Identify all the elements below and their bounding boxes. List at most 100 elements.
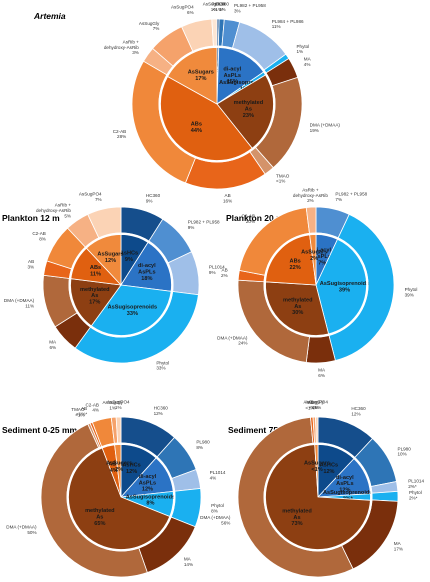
outer-label-asrib-dehydroxy-asrib-line: 2%	[307, 198, 314, 203]
outer-label-pl1014-line: PL1014	[408, 479, 424, 484]
outer-label-ma-line: MA	[49, 340, 57, 345]
inner-label-ashcs: AsHCs 9%	[120, 251, 138, 263]
inner-label-methylated-as-line: 17%	[89, 300, 100, 306]
outer-label-ab: AB <1%*	[76, 406, 87, 416]
outer-label-tmao-line: <1%	[276, 179, 285, 184]
outer-label-ab: AB 3%	[28, 259, 35, 269]
inner-slice-assugars	[85, 234, 122, 287]
outer-label-pl1014: PL1014 4%	[210, 470, 226, 480]
inner-label-di-acyl-aspls-line: di-acyl	[138, 263, 156, 269]
outer-label-pl982-pl958-line: PL982 + PL958	[335, 192, 367, 197]
outer-label-c2-ab: C2-AB 4%	[85, 402, 99, 412]
outer-label-dma-dmaa-line: DMA (+DMAA)	[4, 298, 35, 303]
outer-label-ab-line: 3%	[28, 265, 35, 270]
outer-label-asrib-dehydroxy-asrib: AsRib + dehydroxy-AsRib 3%	[104, 39, 139, 55]
outer-label-assuggly-line: AsSugGly	[139, 21, 160, 26]
inner-label-di-acyl-aspls: di-acyl AsPLs 15%	[223, 66, 241, 85]
outer-label-asrib-dehydroxy-asrib-line: 3%	[132, 50, 139, 55]
outer-label-dma-dmaa-line: DMA (+DMAA)	[200, 515, 231, 520]
inner-label-assugisoprenoids-line: 8%	[146, 501, 154, 507]
inner-label-assugars-line: 2%	[115, 467, 123, 473]
outer-label-assugpo4-line: 1%	[115, 405, 122, 410]
outer-label-assugpo4: AsSugPO4 6%	[171, 4, 194, 14]
outer-label-asrib-dehydroxy-asrib-line: AsRib +	[302, 187, 319, 192]
outer-label-pl1014-line: PL1014	[209, 265, 225, 270]
outer-label-ma: MA 17%	[394, 541, 403, 551]
inner-label-di-acyl-aspls-line: 7%	[318, 260, 326, 266]
outer-label-c2-ab-line: 4%	[92, 408, 99, 413]
outer-label-hc360-line: 9%	[146, 199, 153, 204]
outer-label-ab-line: AB	[225, 193, 231, 198]
outer-label-ma: MA 6%	[318, 367, 326, 377]
outer-label-dma-dmaa: DMA (+DMAA) 19%	[310, 123, 341, 133]
outer-label-asrib-dehydroxy-asrib-line: AsRib +	[123, 39, 140, 44]
outer-label-c2-ab-line: C2-AB	[242, 214, 256, 219]
inner-label-di-acyl-aspls-line: di-acyl	[223, 66, 241, 72]
outer-label-hc360-line: HC360	[154, 406, 169, 411]
inner-slice-di-acyl-aspls	[216, 47, 265, 105]
inner-label-assugisoprenoids-line: AsSugisoprenoids	[126, 494, 175, 500]
outer-label-pl980-line: PL980	[398, 446, 412, 451]
inner-label-abs-line: 11%	[90, 272, 101, 278]
inner-label-mono-acyl-aspls-line: AsPLs	[209, 69, 226, 75]
inner-label-abs-line: 44%	[191, 128, 202, 134]
inner-slice-abs	[265, 234, 317, 286]
outer-label-ma: MA 6%	[49, 340, 57, 350]
inner-label-assugars: AsSugars <1%	[304, 461, 330, 473]
inner-slice-methylated-as	[216, 74, 274, 149]
outer-label-assugpo4: AsSugPO4 <1%	[305, 400, 328, 410]
outer-label-ab-line: AB	[308, 400, 314, 405]
outer-label-assuggly: AsSugGly 1%	[102, 400, 123, 410]
outer-label-assugso4: AsSugSO4 1%	[203, 2, 226, 12]
inner-label-ashcs: AsHCs 12%	[320, 463, 338, 475]
outer-label-pl982-pl958-line: 3%	[234, 9, 241, 14]
inner-label-methylated-as-line: methylated	[282, 508, 312, 514]
ring-separator	[263, 442, 373, 552]
outer-label-dma-dmaa-line: DMA (+DMAA)	[217, 335, 248, 340]
outer-label-ma-line: 4%	[304, 62, 311, 67]
outer-label-pl982-pl958: PL982 + PL958 7%	[335, 192, 367, 202]
inner-label-abs-line: ABs	[191, 122, 202, 128]
outer-label-ma-line: 14%	[184, 562, 193, 567]
outer-label-c2-ab: C2-AB 8%	[32, 231, 46, 241]
outer-label-dma-dmaa: DMA (+DMAA) 56%	[200, 515, 231, 525]
outer-label-assugpo4-line: AsSugPO4	[305, 400, 328, 405]
outer-slice-assugpo4	[315, 416, 319, 444]
outer-label-hc360-line: 12%	[154, 411, 163, 416]
outer-label-ab-line: <1%*	[76, 412, 87, 417]
inner-label-ashcs-line: 12%	[323, 469, 334, 475]
outer-label-c2-ab: C2-AB 20%	[242, 214, 256, 224]
outer-label-pl982-pl958-line: 9%	[188, 225, 195, 230]
panel-title: Artemia	[33, 11, 66, 21]
outer-label-c2-ab: C2-AB 28%	[113, 129, 127, 139]
outer-label-asrib-dehydroxy-asrib-line: dehydroxy-AsRib	[104, 45, 139, 50]
outer-label-ma: MA 4%	[304, 57, 312, 67]
inner-label-di-acyl-aspls-line: di-acyl	[336, 475, 354, 481]
outer-label-tmao-line: TMAO	[276, 173, 290, 178]
outer-label-asrib-dehydroxy-asrib-line: 5%	[64, 213, 71, 218]
panel-title: Sediment 75-100 mm	[228, 425, 313, 435]
outer-label-phytol: Phytol 8%	[211, 503, 224, 513]
outer-label-c2-ab-line: C2-AB	[32, 231, 46, 236]
outer-label-pl980-line: PL980	[216, 2, 230, 7]
outer-label-assuggly-line: AsSugGly	[304, 400, 325, 405]
inner-label-methylated-as-line: 23%	[243, 113, 254, 119]
outer-label-tmao-line: TMAO	[71, 407, 85, 412]
inner-label-abs: ABs 11%	[90, 265, 101, 277]
outer-label-pl720: PL720 <1%*	[212, 2, 226, 12]
inner-label-ashcs-line: AsHCs	[122, 462, 140, 468]
outer-label-assugpo4-line: <1%	[312, 405, 321, 410]
outer-label-ma-line: MA	[318, 367, 326, 372]
inner-label-methylated-as: methylated As 17%	[80, 287, 110, 306]
outer-label-dma-dmaa-line: 24%	[238, 341, 247, 346]
inner-label-assugars-line: AsSugars	[188, 70, 214, 76]
inner-label-assugisoprenoids-line: AsSugisoprenoids	[108, 304, 157, 310]
outer-label-pl982-pl958-line: PL982 + PL958	[234, 3, 266, 8]
outer-label-assuggly-line: 1%	[109, 405, 116, 410]
inner-label-assugisoprenoids-line: AsSugisoprenoids	[323, 490, 372, 496]
inner-label-abs: ABs 44%	[191, 122, 202, 134]
inner-label-di-acyl-aspls-line: 15%	[227, 79, 238, 85]
inner-label-di-acyl-aspls-line: AsPLs	[138, 270, 155, 276]
outer-label-c2-ab-line: C2-AB	[113, 129, 127, 134]
outer-label-assuggly: AsSugGly <1%	[304, 400, 325, 410]
